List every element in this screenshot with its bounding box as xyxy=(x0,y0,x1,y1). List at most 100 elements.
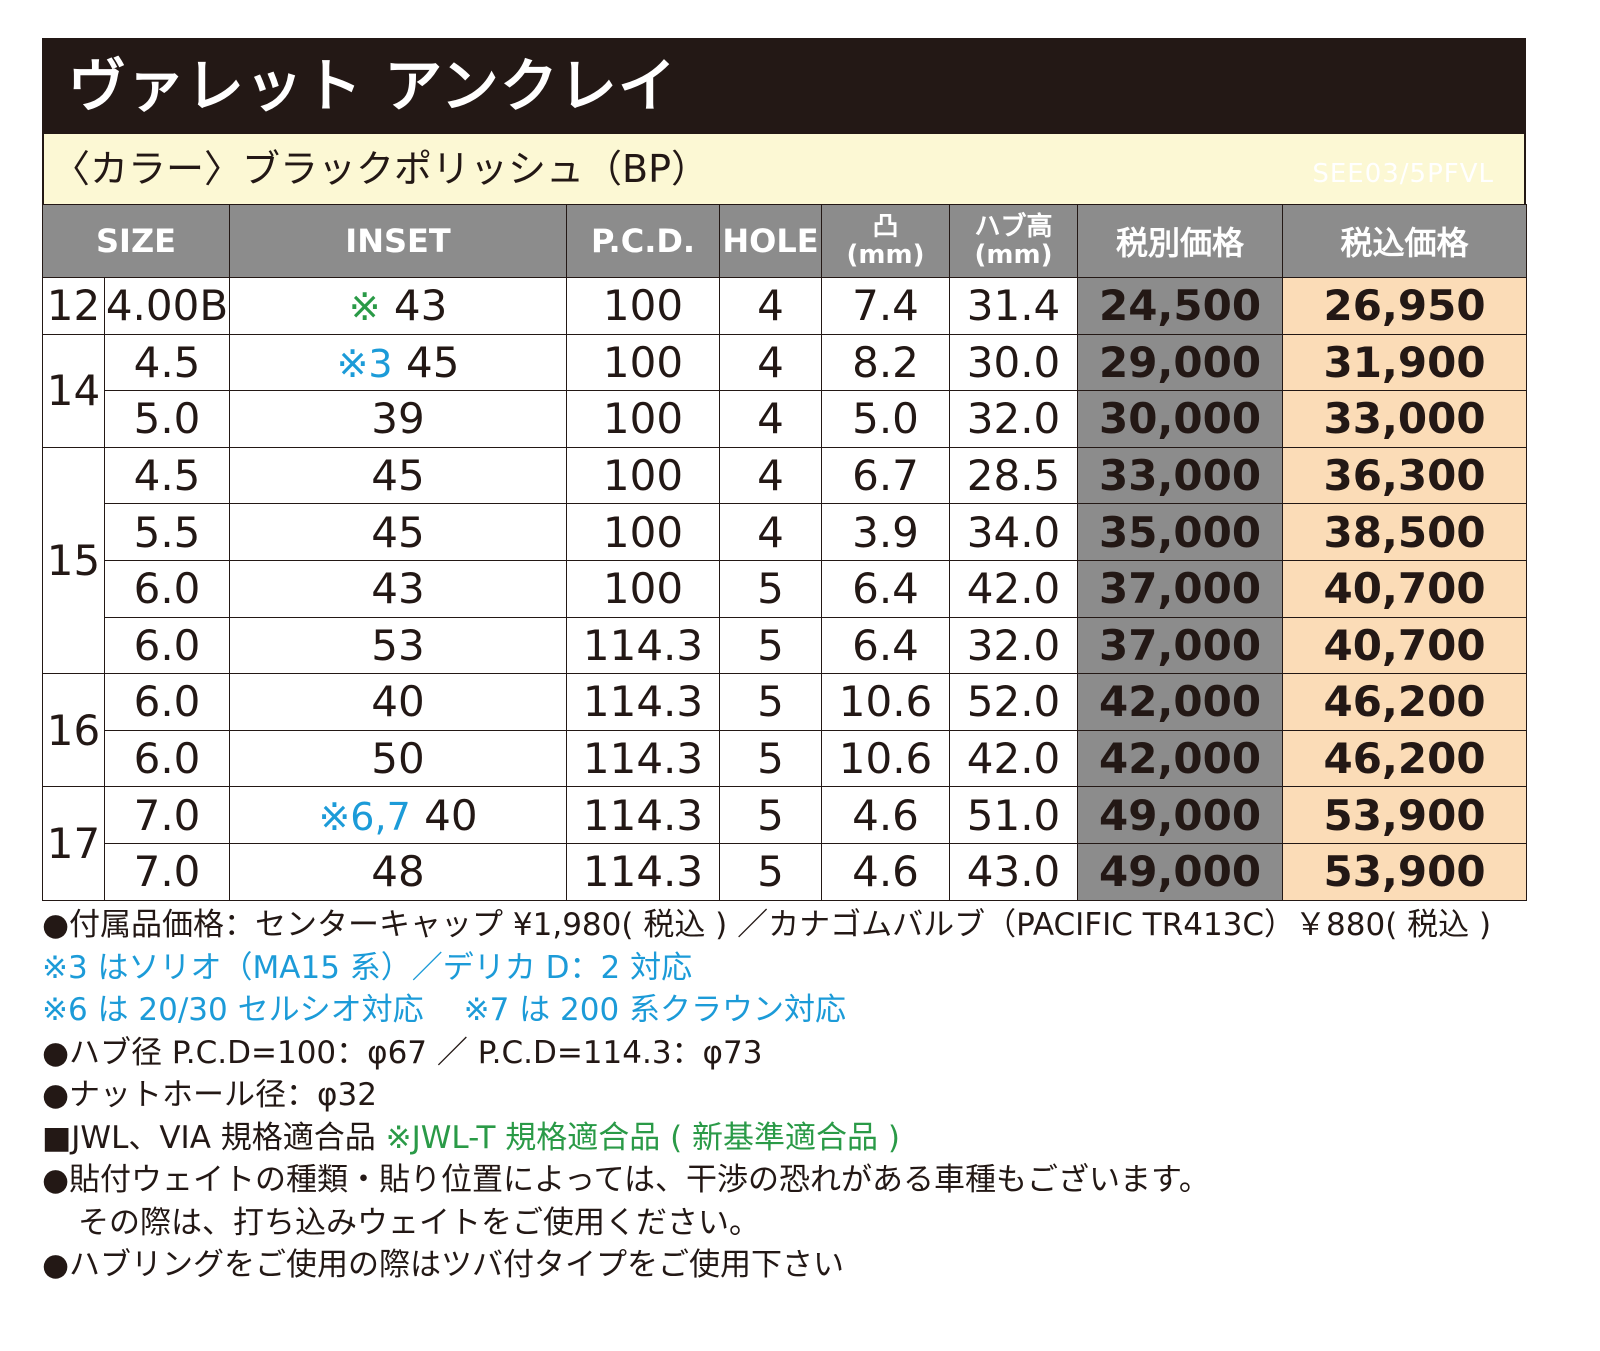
offset-cell: 7.4 xyxy=(821,277,951,335)
price-in-cell: 33,000 xyxy=(1282,390,1528,448)
offset-cell: 10.6 xyxy=(821,673,951,731)
rim-width: 6.0 xyxy=(103,673,231,731)
inset-value: 39 xyxy=(371,394,425,444)
note-hubring: ●ハブリングをご使用の際はツバ付タイプをご使用下さい xyxy=(42,1247,845,1283)
inset-value: 53 xyxy=(371,620,425,670)
pcd-cell: 100 xyxy=(566,559,721,618)
hub-height-cell: 32.0 xyxy=(949,616,1079,675)
color-bar: 〈カラー〉ブラックポリッシュ（BP） SEE03/5PFVL xyxy=(42,134,1526,204)
offset-cell: 4.6 xyxy=(821,842,951,901)
price-ex-cell: 30,000 xyxy=(1077,390,1284,448)
header-price-in: 税込価格 xyxy=(1282,204,1528,278)
spec-table: SIZE INSET P.C.D. HOLE 凸 (mm) ハブ高 (mm) 税… xyxy=(41,204,1528,901)
inset-cell: 40 xyxy=(229,673,568,731)
offset-cell: 6.4 xyxy=(821,559,951,618)
header-offset-unit: (mm) xyxy=(846,240,925,270)
hole-cell: 4 xyxy=(719,277,823,335)
hole-cell: 5 xyxy=(719,616,823,675)
hub-height-cell: 52.0 xyxy=(949,673,1079,731)
price-in-cell: 53,900 xyxy=(1282,842,1528,901)
header-pcd: P.C.D. xyxy=(566,204,721,278)
rim-size: 15 xyxy=(42,446,105,675)
offset-cell: 6.4 xyxy=(821,616,951,675)
header-inset: INSET xyxy=(229,204,568,278)
hub-height-cell: 30.0 xyxy=(949,333,1079,392)
pcd-cell: 100 xyxy=(566,446,721,505)
price-in-cell: 40,700 xyxy=(1282,559,1528,618)
note-6-7: ※6 は 20/30 セルシオ対応 ※7 は 200 系クラウン対応 xyxy=(42,989,1582,1032)
color-label: 〈カラー〉ブラックポリッシュ（BP） xyxy=(52,147,709,191)
price-in-cell: 40,700 xyxy=(1282,616,1528,675)
rim-width: 4.5 xyxy=(103,446,231,505)
hole-cell: 5 xyxy=(719,673,823,731)
price-ex-cell: 42,000 xyxy=(1077,673,1284,731)
inset-value: 40 xyxy=(424,790,478,840)
hub-height-cell: 42.0 xyxy=(949,729,1079,788)
notes: ●付属品価格：センターキャップ ¥1,980( 税込 ) ／カナゴムバルブ（PA… xyxy=(42,904,1582,1287)
inset-value: 48 xyxy=(371,847,425,897)
price-ex-cell: 24,500 xyxy=(1077,277,1284,335)
pcd-cell: 100 xyxy=(566,390,721,448)
offset-cell: 3.9 xyxy=(821,503,951,561)
rim-width: 7.0 xyxy=(103,786,231,844)
inset-value: 45 xyxy=(405,337,460,387)
pcd-cell: 100 xyxy=(566,503,721,561)
note-standard: ■JWL、VIA 規格適合品 ※JWL-T 規格適合品 ( 新基準適合品 ) xyxy=(42,1117,1582,1160)
rim-size: 16 xyxy=(42,673,105,788)
pcd-cell: 114.3 xyxy=(566,842,721,901)
rim-size: 17 xyxy=(42,786,105,901)
inset-value: 50 xyxy=(371,734,425,784)
rim-width: 7.0 xyxy=(103,842,231,901)
rim-width: 6.0 xyxy=(103,616,231,675)
table-row: 17 7.0 ※6,7 40 114.3 5 4.6 51.0 49,000 53,900 xyxy=(42,786,1528,901)
offset-cell: 8.2 xyxy=(821,333,951,392)
table-row: 5.0 39 100 4 5.0 32.0 30,000 33,000 xyxy=(43,390,1528,448)
model-code: SEE03/5PFVL xyxy=(1312,159,1494,189)
rim-width: 6.0 xyxy=(103,559,231,618)
inset-note: ※ xyxy=(348,285,381,330)
table-row: 16 6.0 40 114.3 5 10.6 52.0 42,000 46,200 xyxy=(42,673,1528,788)
inset-value: 43 xyxy=(371,564,425,614)
hub-height-cell: 28.5 xyxy=(949,446,1079,505)
rim-size: 14 xyxy=(42,333,105,448)
note-6: ※6 は 20/30 セルシオ対応 xyxy=(42,992,424,1028)
inset-value: 45 xyxy=(371,451,425,501)
offset-cell: 6.7 xyxy=(821,446,951,505)
offset-cell: 10.6 xyxy=(821,729,951,788)
rim-width: 5.0 xyxy=(103,390,231,448)
header-offset: 凸 (mm) xyxy=(821,204,951,278)
inset-cell: 43 xyxy=(229,559,568,618)
rim-width: 5.5 xyxy=(103,503,231,561)
note-weight: ●貼付ウェイトの種類・貼り位置によっては、干渉の恐れがある車種もございます。 xyxy=(42,1162,1210,1198)
note-standard-jwlt: ※JWL-T 規格適合品 ( 新基準適合品 ) xyxy=(385,1119,900,1156)
price-ex-cell: 49,000 xyxy=(1077,842,1284,901)
note-7: ※7 は 200 系クラウン対応 xyxy=(463,992,847,1028)
hub-height-cell: 31.4 xyxy=(949,277,1079,335)
rim-width: 4.00B xyxy=(103,277,231,335)
hole-cell: 4 xyxy=(719,390,823,448)
header-price-ex: 税別価格 xyxy=(1077,204,1284,278)
note-weight-2: その際は、打ち込みウェイトをご使用ください。 xyxy=(78,1204,760,1241)
hole-cell: 5 xyxy=(719,842,823,901)
table-row: 14 4.5 ※3 45 100 4 8.2 30.0 29,000 31,900 xyxy=(42,333,1528,448)
pcd-cell: 114.3 xyxy=(566,729,721,788)
header-hole: HOLE xyxy=(719,204,823,278)
table-row: 6.0 50 114.3 5 10.6 42.0 42,000 46,200 xyxy=(43,729,1528,788)
note-hub-bore: ●ハブ径 P.C.D=100：φ67 ／ P.C.D=114.3：φ73 xyxy=(42,1034,763,1071)
note-nut-hole: ●ナットホール径：φ32 xyxy=(42,1077,377,1113)
price-ex-cell: 29,000 xyxy=(1077,333,1284,392)
header-offset-symbol: 凸 xyxy=(872,212,899,242)
inset-cell: 53 xyxy=(229,616,568,675)
rim-width: 4.5 xyxy=(103,333,231,392)
table-row: 6.0 43 100 5 6.4 42.0 37,000 40,700 xyxy=(43,559,1528,618)
table-row: 5.5 45 100 4 3.9 34.0 35,000 38,500 xyxy=(43,503,1528,561)
price-in-cell: 36,300 xyxy=(1282,446,1528,505)
rim-size: 12 xyxy=(42,277,105,335)
hole-cell: 4 xyxy=(719,446,823,505)
pcd-cell: 114.3 xyxy=(566,673,721,731)
table-row: 15 4.5 45 100 4 6.7 28.5 33,000 36,300 xyxy=(42,446,1528,675)
pcd-cell: 100 xyxy=(566,333,721,392)
table-row: 12 4.00B ※ 43 100 4 7.4 31.4 24,500 26,950 xyxy=(42,277,1528,335)
header-hub-label: ハブ高 xyxy=(974,212,1053,242)
rim-width: 6.0 xyxy=(103,729,231,788)
